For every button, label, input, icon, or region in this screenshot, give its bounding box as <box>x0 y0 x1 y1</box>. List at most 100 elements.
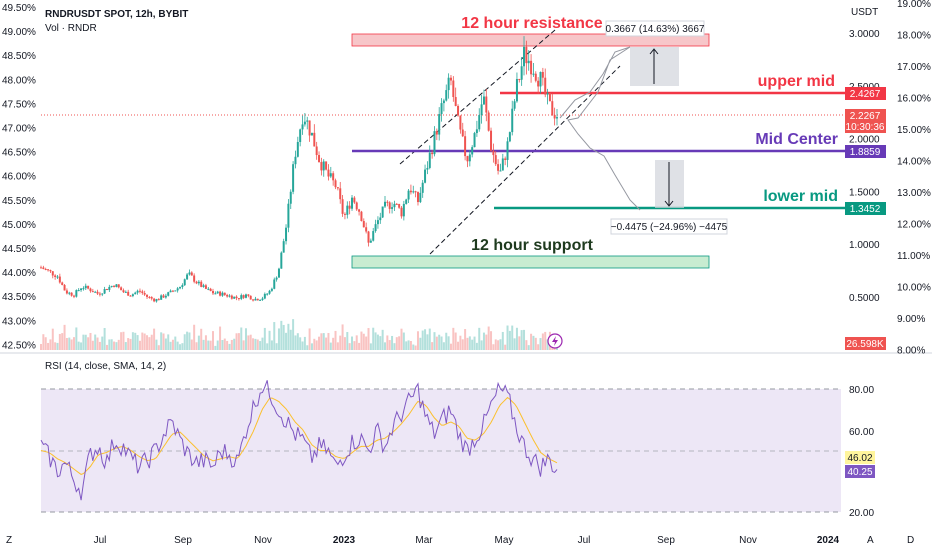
candle-body <box>548 93 551 102</box>
candle-body <box>341 199 344 214</box>
time-axis[interactable]: Jul Sep Nov 2023 Mar May Jul Sep Nov 2024 <box>94 535 840 546</box>
candle-body <box>254 298 257 301</box>
right-percent-tick: 15.00% <box>897 125 931 136</box>
volume-bar <box>487 326 490 350</box>
lower-mid-annotation[interactable]: lower mid <box>763 188 838 205</box>
candle-body <box>407 190 410 200</box>
volume-bar <box>61 333 64 350</box>
volume-bar <box>301 341 304 350</box>
volume-bar <box>249 334 252 350</box>
volume-bar <box>141 332 144 350</box>
candle-body <box>511 108 514 133</box>
volume-bar <box>362 333 365 350</box>
candle-body <box>355 202 358 210</box>
volume-bar <box>478 327 481 350</box>
volume-bar <box>461 339 464 350</box>
volume-bar <box>87 337 90 350</box>
downside-measure-label: −0.4475 (−24.96%) −4475 <box>611 222 728 233</box>
footer-letter-z[interactable]: Z <box>6 535 12 546</box>
volume-bar <box>358 342 361 350</box>
resistance-zone[interactable] <box>351 33 710 47</box>
projection-path[interactable] <box>559 46 641 211</box>
upper-mid-annotation[interactable]: upper mid <box>758 73 835 90</box>
volume-bar <box>292 319 295 350</box>
right-percent-tick: 16.00% <box>897 94 931 105</box>
candle-body <box>506 141 509 160</box>
candle-body <box>374 224 377 232</box>
time-tick: Nov <box>739 535 757 546</box>
volume-bar <box>355 335 358 350</box>
rsi-sma-tag <box>845 465 875 478</box>
countdown-label: 10:30:36 <box>846 122 885 133</box>
right-percent-axis: 19.00% 18.00% 17.00% 16.00% 15.00% 14.00% 13.0… <box>897 0 931 357</box>
candle-body <box>544 77 547 95</box>
volume-bar <box>207 340 210 350</box>
volume-bar <box>414 345 417 350</box>
volume-bar <box>341 324 344 350</box>
time-tick: 2023 <box>333 535 356 546</box>
volume-bar <box>459 335 462 350</box>
volume-bar <box>209 340 212 350</box>
volume-bar <box>101 336 104 350</box>
volume-bar <box>108 339 111 350</box>
candle-body <box>412 191 415 193</box>
volume-bar <box>44 337 47 350</box>
volume-bar <box>134 332 137 350</box>
right-percent-tick: 18.00% <box>897 31 931 42</box>
support-annotation[interactable]: 12 hour support <box>471 237 593 254</box>
volume-bar <box>270 340 273 350</box>
candle-body <box>75 290 78 297</box>
volume-bar <box>285 332 288 350</box>
current-price-label: 2.2267 <box>850 111 881 122</box>
footer-letter-d[interactable]: D <box>907 535 914 546</box>
candle-body <box>332 173 335 181</box>
time-tick: Nov <box>254 535 272 546</box>
volume-bar <box>171 339 174 350</box>
volume-bar <box>155 339 158 350</box>
volume-bar <box>457 341 460 350</box>
volume-bar <box>442 342 445 350</box>
candle-body <box>155 299 158 302</box>
candle-body <box>518 79 521 81</box>
candle-body <box>89 288 92 292</box>
resistance-annotation[interactable]: 12 hour resistance <box>461 15 603 32</box>
volume-bar <box>70 339 73 350</box>
volume-bar <box>98 341 101 350</box>
candle-body <box>63 284 66 291</box>
volume-bar <box>63 324 66 350</box>
left-percent-tick: 42.50% <box>2 340 36 351</box>
candle-body <box>471 147 474 155</box>
volume-bar <box>77 341 80 350</box>
candle-body <box>381 206 384 218</box>
candle-body <box>379 217 382 221</box>
volume-bar <box>492 344 495 350</box>
volume-bar <box>445 332 448 350</box>
candle-body <box>343 213 346 215</box>
candle-body <box>346 205 349 215</box>
volume-bar <box>532 335 535 350</box>
volume-bar <box>497 340 500 350</box>
volume-bar <box>277 328 280 350</box>
candle-body <box>546 93 549 95</box>
volume-bar <box>120 332 123 350</box>
volume-bar <box>105 344 108 350</box>
time-tick: Sep <box>657 535 675 546</box>
candle-body <box>91 291 94 293</box>
candle-body <box>275 277 278 280</box>
candle-body <box>294 156 297 165</box>
candle-body <box>438 114 441 135</box>
volume-bar <box>138 340 141 350</box>
volume-bar <box>122 331 125 350</box>
mid-center-annotation[interactable]: Mid Center <box>755 131 838 148</box>
volume-bar <box>226 340 229 350</box>
candle-body <box>179 287 182 289</box>
support-zone[interactable] <box>351 255 710 269</box>
volume-bar <box>315 340 318 350</box>
price-axis-title: USDT <box>851 7 878 18</box>
channel-upper-line[interactable] <box>399 29 556 165</box>
channel-lower-line[interactable] <box>429 65 621 255</box>
volume-bar <box>391 335 394 350</box>
candle-body <box>365 227 368 232</box>
volume-bar <box>424 329 427 350</box>
footer-letter-a[interactable]: A <box>867 535 874 546</box>
